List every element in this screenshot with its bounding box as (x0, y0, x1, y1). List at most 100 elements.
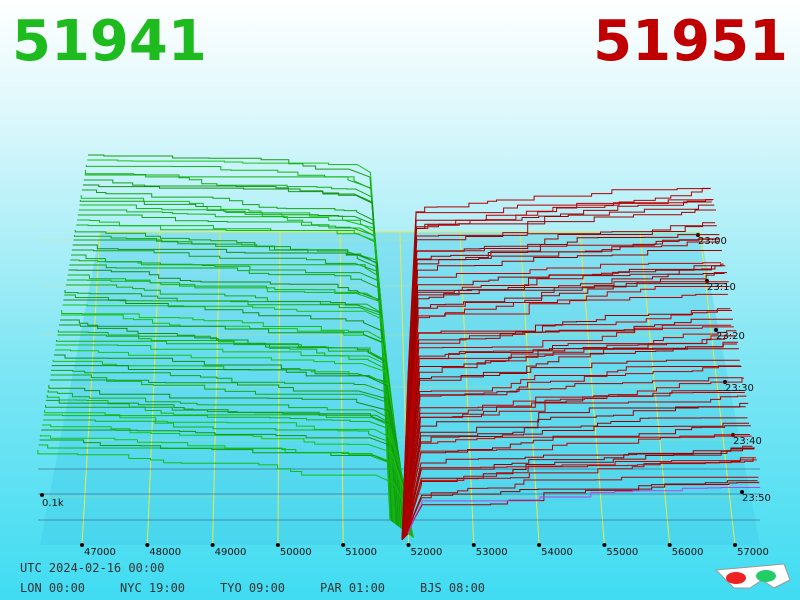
bid-depth-line (51, 369, 408, 533)
ask-depth-line (404, 335, 736, 538)
ask-depth-line (404, 330, 737, 537)
ask-depth-line (404, 318, 733, 538)
tick-dot (733, 543, 737, 547)
bid-depth-line (63, 299, 403, 529)
depth-dot (40, 493, 44, 497)
clock: BJS 08:00 (420, 581, 485, 595)
bid-depth-line (41, 429, 413, 537)
bid-depth-line (54, 349, 407, 532)
tick-dot (145, 543, 150, 547)
bid-depth-line (42, 424, 413, 537)
bid-depth-line (62, 304, 403, 530)
bid-depth-line (72, 244, 398, 526)
ask-depth-line (403, 308, 731, 538)
bid-depth-line (88, 154, 391, 521)
ask-depth-line (403, 265, 726, 539)
bid-depth-line (54, 354, 407, 533)
ask-depth-line (403, 272, 727, 539)
x-tick-label: 53000 (476, 547, 508, 558)
bid-depth-line (74, 230, 397, 525)
bid-depth-line (80, 195, 394, 523)
ask-price: 51951 (593, 9, 788, 74)
ask-depth-line (404, 348, 739, 537)
axis-labels: 47000 48000 49000 50000 51000 52000 53000 54000… (20, 236, 771, 595)
bid-depth-line (68, 269, 400, 527)
x-tick-label: 55000 (606, 547, 638, 558)
bid-depth-line (84, 174, 393, 522)
grid-line (81, 231, 101, 546)
x-tick-label: 49000 (215, 547, 247, 558)
time-label: 23:50 (742, 493, 771, 504)
ask-depth-line (406, 448, 755, 535)
ask-depth-line (401, 199, 714, 540)
bid-depth-line (67, 274, 401, 528)
bid-depth-line (55, 344, 406, 532)
bid-depth-line (85, 170, 392, 521)
bid-depth-line (73, 239, 398, 526)
ask-depth-line (407, 476, 759, 535)
bid-depth-line (73, 235, 397, 525)
ask-depth-line (405, 417, 748, 536)
clock: PAR 01:00 (320, 581, 385, 595)
x-tick-label: 54000 (541, 547, 573, 558)
bid-depth-line (37, 450, 415, 538)
ask-depth-line (406, 435, 752, 536)
tick-dot (537, 543, 542, 547)
grid-line (699, 231, 736, 546)
ask-depth-line (405, 377, 744, 537)
bid-depth-line (50, 374, 409, 534)
x-tick-label: 52000 (411, 547, 443, 558)
ask-depth-line (403, 293, 728, 538)
time-label: 23:10 (707, 282, 736, 293)
tick-dot (602, 543, 607, 547)
x-tick-label: 47000 (84, 547, 116, 558)
ask-depth-line (402, 238, 721, 539)
ask-depth-line (402, 238, 718, 540)
bid-depth-line (69, 264, 400, 527)
bid-depth-line (64, 294, 402, 529)
bid-depth-line (49, 379, 409, 534)
x-tick-label: 48000 (149, 547, 181, 558)
grid-line (519, 231, 540, 546)
bid-depth-line (47, 390, 410, 535)
tick-dot (471, 543, 476, 547)
tick-dot (80, 543, 84, 547)
bid-depth-line (56, 340, 406, 532)
bid-depth-line (51, 365, 408, 533)
bid-depth-line (87, 159, 391, 521)
bid-depth-line (82, 189, 394, 523)
bid-depth-line (65, 284, 401, 528)
ask-depth-line (405, 392, 745, 536)
time-label: 23:40 (733, 436, 762, 447)
ask-depth-line (405, 390, 744, 537)
bid-depth-line (38, 444, 414, 538)
x-tick-label: 50000 (280, 547, 312, 558)
grid-line (212, 231, 221, 546)
bid-depth-line (61, 310, 403, 530)
tick-dot (406, 543, 411, 547)
ask-depth-line (402, 234, 720, 539)
bid-depth-line (43, 414, 412, 536)
ask-depth-line (402, 204, 715, 540)
bid-depth-line (77, 219, 396, 524)
bid-depth-line (57, 334, 405, 531)
ask-depth-line (402, 262, 722, 539)
ask-depth-line (404, 343, 738, 537)
bid-depth-line (83, 179, 393, 522)
ask-depth-line (405, 359, 740, 537)
ask-depth-line (407, 487, 761, 535)
ask-depth-line (406, 445, 753, 536)
bid-depth-line (76, 224, 397, 525)
bid-depth-line (45, 399, 411, 535)
grid-line (459, 231, 475, 546)
ask-depth-line (407, 480, 758, 535)
utc-time: UTC 2024-02-16 00:00 (20, 561, 165, 575)
depth-lines (37, 154, 761, 541)
tick-dot (210, 543, 215, 547)
ask-depth-line (403, 283, 727, 539)
ask-depth-line (406, 425, 751, 536)
x-tick-label: 56000 (672, 547, 704, 558)
ask-depth-line (401, 187, 711, 540)
bid-depth-line (79, 200, 395, 523)
